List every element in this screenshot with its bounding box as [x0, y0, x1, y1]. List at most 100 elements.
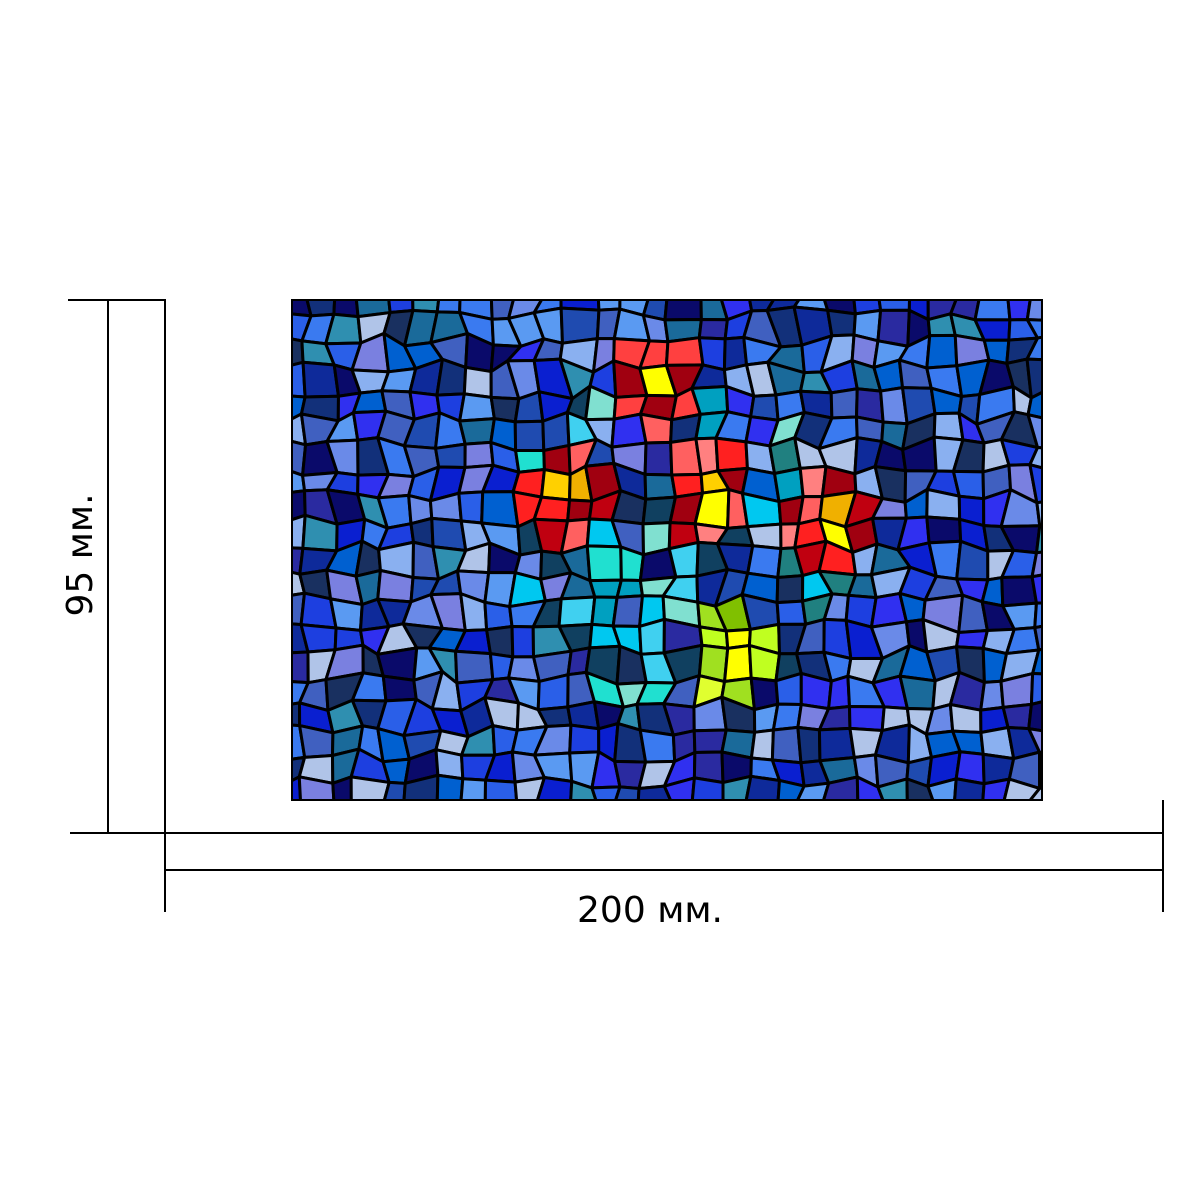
height-label: 95 мм. — [60, 493, 101, 616]
mosaic-tile — [1056, 812, 1080, 832]
mosaic-tile — [876, 777, 909, 800]
mosaic-tile — [381, 674, 418, 703]
mosaic-tile — [1025, 357, 1042, 400]
mosaic-tile — [638, 811, 677, 839]
mosaic-tile — [1028, 463, 1042, 505]
mosaic-tile — [292, 701, 302, 728]
mosaic-tile — [1053, 385, 1092, 423]
mosaic-tile — [1056, 284, 1088, 320]
mosaic-tile — [536, 673, 570, 712]
mosaic-tile — [1028, 786, 1042, 800]
mosaic-tile — [1054, 624, 1086, 647]
mosaic-tile — [382, 780, 407, 800]
mosaic-tile — [1056, 441, 1091, 472]
mosaic-tile — [826, 308, 857, 338]
mosaic-tile — [1059, 697, 1088, 734]
mosaic-tile — [744, 774, 781, 800]
mosaic-tile — [926, 777, 958, 800]
mosaic-tile — [855, 775, 885, 800]
mosaic-tile — [775, 574, 805, 605]
mosaic-tile — [276, 804, 306, 831]
mosaic-tile — [852, 300, 883, 316]
mosaic-tile — [1000, 575, 1038, 608]
mosaic — [276, 284, 1092, 841]
mosaic-tile — [461, 807, 490, 836]
mosaic-tile — [1035, 523, 1042, 555]
mosaic-tile — [459, 777, 488, 800]
mosaic-tile — [435, 357, 468, 397]
mosaic-tile — [569, 779, 598, 800]
mosaic-tile — [435, 300, 462, 314]
mosaic-tile — [485, 804, 517, 840]
mosaic-border — [291, 299, 1043, 801]
mosaic-tile — [435, 773, 465, 800]
mosaic-tile — [822, 805, 858, 840]
mosaic-tile — [454, 649, 495, 685]
mosaic-tile — [690, 776, 725, 800]
mosaic-tile — [1056, 759, 1092, 787]
mosaic-tile — [1030, 550, 1042, 579]
mosaic-tile — [981, 777, 1011, 800]
mosaic-tile — [743, 807, 778, 833]
mosaic-tile — [436, 799, 440, 800]
mosaic-tile — [1028, 446, 1042, 470]
mosaic-tile — [898, 674, 937, 711]
mosaic-tile — [720, 807, 744, 833]
mosaic-tile — [351, 802, 384, 833]
mosaic-tile — [1053, 674, 1088, 698]
mosaic-tile — [979, 679, 1005, 712]
mosaic-tile — [1056, 415, 1092, 449]
mosaic-tile — [1033, 601, 1042, 630]
mosaic-tile — [1025, 335, 1042, 362]
mosaic-tile — [1026, 413, 1042, 450]
mosaic-tile — [1056, 787, 1092, 814]
mosaic-tile — [513, 776, 546, 800]
mosaic-tile — [638, 617, 666, 656]
mosaic-tile — [714, 436, 749, 473]
mosaic-tile — [434, 442, 467, 470]
mosaic-tile — [877, 300, 911, 312]
mosaic-tile — [457, 490, 485, 525]
mosaic-tile — [570, 807, 598, 841]
mosaic-tile — [775, 599, 808, 626]
mosaic-tile — [335, 813, 356, 833]
mosaic-tile — [611, 594, 644, 628]
mosaic-tile — [925, 487, 962, 521]
mosaic-tile — [676, 807, 701, 839]
mosaic-tile — [1038, 750, 1042, 790]
width-label: 200 мм. — [577, 890, 723, 931]
mosaic-tile — [332, 300, 360, 319]
mosaic-tile — [535, 776, 574, 800]
mosaic-tile — [636, 784, 673, 800]
mosaic-tile — [292, 546, 305, 576]
mosaic-tile — [954, 812, 989, 834]
mosaic-tile — [639, 412, 674, 445]
mosaic-tile — [638, 728, 677, 764]
mosaic-tile — [292, 513, 307, 550]
mosaic-tile — [1002, 777, 1042, 800]
mosaic-tile — [532, 495, 572, 523]
mosaic-tile — [297, 775, 336, 800]
mosaic-tile — [331, 775, 353, 800]
mosaic-tile — [799, 671, 833, 711]
mosaic-tile — [1059, 333, 1083, 372]
mosaic-tile — [298, 724, 335, 759]
mosaic-tile — [776, 778, 806, 800]
mosaic-tile — [1030, 573, 1042, 605]
mosaic-tile — [1060, 734, 1081, 761]
mosaic-tile — [1054, 598, 1086, 626]
mosaic-tile — [847, 705, 886, 733]
mosaic-tile — [931, 799, 935, 800]
mosaic-tile — [925, 333, 959, 370]
mosaic-tile — [721, 774, 753, 800]
mosaic-tile — [999, 672, 1035, 709]
mosaic-tile — [982, 806, 1008, 836]
mosaic-tile — [1027, 804, 1062, 841]
mosaic-tile — [1057, 516, 1086, 551]
mosaic-tile — [299, 623, 338, 654]
mosaic-tile — [1027, 700, 1042, 733]
mosaic-tile — [643, 440, 674, 477]
mosaic-tile — [829, 387, 859, 420]
